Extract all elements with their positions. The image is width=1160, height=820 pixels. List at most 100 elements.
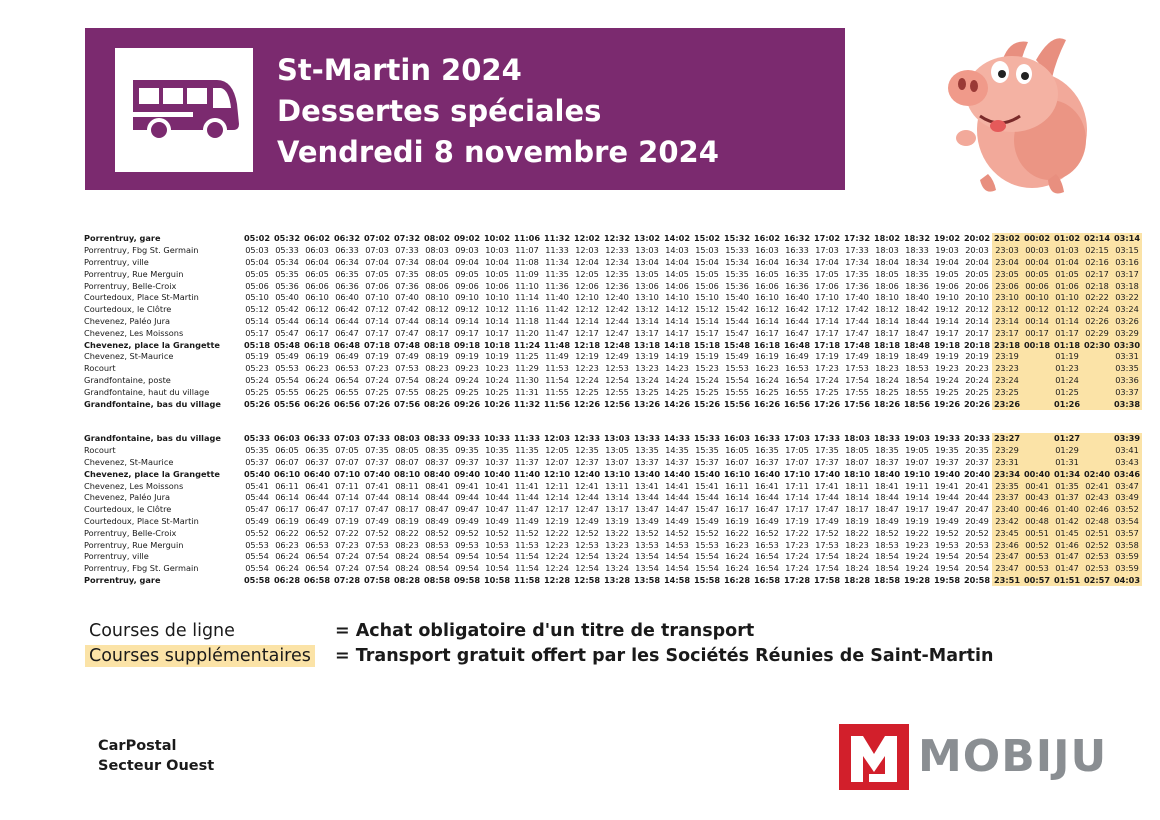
- departure-time: 06:32: [333, 233, 361, 244]
- departure-time: 08:44: [425, 492, 449, 503]
- departure-time-supplementary: 00:17: [1022, 327, 1052, 340]
- departure-time: 19:17: [935, 327, 959, 338]
- stop-name: Grandfontaine, haut du village: [84, 386, 210, 397]
- departure-time: 18:37: [875, 456, 899, 467]
- departure-time: 13:53: [635, 539, 659, 550]
- departure-time: 14:54: [665, 563, 689, 574]
- departure-time: 19:11: [905, 480, 929, 491]
- departure-time: 07:37: [365, 456, 389, 467]
- departure-time-supplementary: 01:47: [1052, 562, 1082, 575]
- departure-time-supplementary: 02:52: [1082, 539, 1112, 551]
- stop-name: Chevenez, Les Moissons: [84, 480, 184, 491]
- departure-time: 05:05: [245, 268, 269, 279]
- departure-time-supplementary: 03:59: [1112, 562, 1142, 575]
- stop-name: Porrentruy, Belle-Croix: [84, 527, 177, 538]
- departure-time: 06:28: [273, 574, 301, 585]
- stop-name: Chevenez, Les Moissons: [84, 327, 184, 338]
- departure-time: 08:54: [425, 563, 449, 574]
- departure-time-supplementary: 01:10: [1052, 291, 1082, 304]
- departure-time: 09:49: [455, 515, 479, 526]
- departure-time-supplementary: 03:16: [1112, 256, 1142, 269]
- departure-time: 13:05: [605, 445, 629, 456]
- departure-time: 12:33: [605, 245, 629, 256]
- departure-time: 07:44: [395, 315, 419, 326]
- departure-time: 18:48: [903, 339, 931, 350]
- timetable-row: Porrentruy, gare 05:02 05:32 06:02 06:32 07:0…: [82, 233, 1142, 245]
- departure-time: 10:12: [485, 304, 509, 315]
- departure-time: 17:06: [815, 280, 839, 291]
- departure-time-supplementary: 01:04: [1052, 256, 1082, 269]
- departure-time: 07:06: [365, 280, 389, 291]
- departure-time: 11:08: [515, 256, 539, 267]
- departure-time: 18:49: [875, 515, 899, 526]
- departure-time: 12:35: [575, 445, 599, 456]
- timetable-row: Courtedoux, Place St-Martin 05:49 06:19 06:…: [82, 515, 1142, 528]
- departure-time: 06:35: [335, 268, 359, 279]
- departure-time-supplementary: 03:38: [1112, 398, 1142, 410]
- departure-time: 18:36: [905, 280, 929, 291]
- stop-name: Rocourt: [84, 445, 116, 456]
- departure-time: 06:05: [305, 268, 329, 279]
- departure-time: 06:49: [335, 351, 359, 362]
- departure-time: 06:23: [305, 363, 329, 374]
- departure-time: 17:52: [815, 527, 839, 538]
- departure-time-supplementary: 02:30: [1082, 339, 1112, 351]
- departure-time: 17:17: [785, 504, 809, 515]
- departure-time: 07:35: [395, 268, 419, 279]
- departure-time: 15:23: [695, 363, 719, 374]
- departure-time-supplementary: 03:24: [1112, 303, 1142, 316]
- departure-time: 10:24: [485, 374, 509, 385]
- departure-time: 11:35: [545, 268, 569, 279]
- departure-time: 17:48: [843, 339, 871, 350]
- departure-time-supplementary: 23:18: [992, 339, 1022, 351]
- departure-time: 05:02: [243, 233, 271, 244]
- departure-time: 11:41: [515, 480, 539, 491]
- departure-time: 06:14: [275, 492, 299, 503]
- departure-time-supplementary: [1022, 444, 1052, 457]
- departure-time: 09:58: [453, 574, 481, 585]
- departure-time: 15:47: [725, 327, 749, 338]
- departure-time: 19:05: [935, 268, 959, 279]
- departure-time: 05:34: [275, 256, 299, 267]
- departure-time: 07:05: [365, 268, 389, 279]
- departure-time: 08:40: [423, 468, 451, 479]
- departure-time: 11:36: [545, 280, 569, 291]
- departure-time-supplementary: 23:17: [992, 327, 1022, 340]
- departure-time-supplementary: 01:29: [1052, 444, 1082, 457]
- departure-time: 18:41: [875, 480, 899, 491]
- departure-time-supplementary: 03:31: [1112, 350, 1142, 363]
- departure-time: 06:33: [335, 245, 359, 256]
- departure-time: 13:04: [635, 256, 659, 267]
- departure-time: 11:32: [543, 233, 571, 244]
- departure-time: 08:02: [423, 233, 451, 244]
- departure-time: 06:42: [335, 304, 359, 315]
- departure-time: 10:52: [485, 527, 509, 538]
- departure-time: 07:32: [393, 233, 421, 244]
- departure-time: 18:55: [905, 386, 929, 397]
- departure-time-supplementary: [1082, 362, 1112, 375]
- departure-time: 08:03: [393, 433, 421, 444]
- departure-time: 11:53: [545, 363, 569, 374]
- departure-time-supplementary: 02:53: [1082, 562, 1112, 575]
- departure-time: 14:25: [665, 386, 689, 397]
- departure-time: 16:05: [755, 268, 779, 279]
- departure-time: 15:19: [695, 351, 719, 362]
- departure-time: 06:33: [303, 433, 331, 444]
- departure-time: 13:03: [635, 245, 659, 256]
- departure-time: 18:54: [905, 374, 929, 385]
- departure-time: 05:14: [245, 315, 269, 326]
- departure-time: 10:54: [485, 551, 509, 562]
- departure-time: 12:25: [575, 386, 599, 397]
- departure-time: 16:56: [783, 398, 811, 409]
- departure-time-supplementary: 03:15: [1112, 244, 1142, 257]
- departure-time: 05:12: [245, 304, 269, 315]
- departure-time: 16:03: [723, 433, 751, 444]
- departure-time: 20:14: [965, 315, 989, 326]
- departure-time: 18:10: [843, 468, 871, 479]
- departure-time: 18:49: [905, 351, 929, 362]
- departure-time: 17:07: [785, 456, 809, 467]
- departure-time: 06:24: [275, 551, 299, 562]
- departure-time: 09:06: [455, 280, 479, 291]
- departure-time: 11:31: [515, 386, 539, 397]
- departure-time: 06:11: [275, 480, 299, 491]
